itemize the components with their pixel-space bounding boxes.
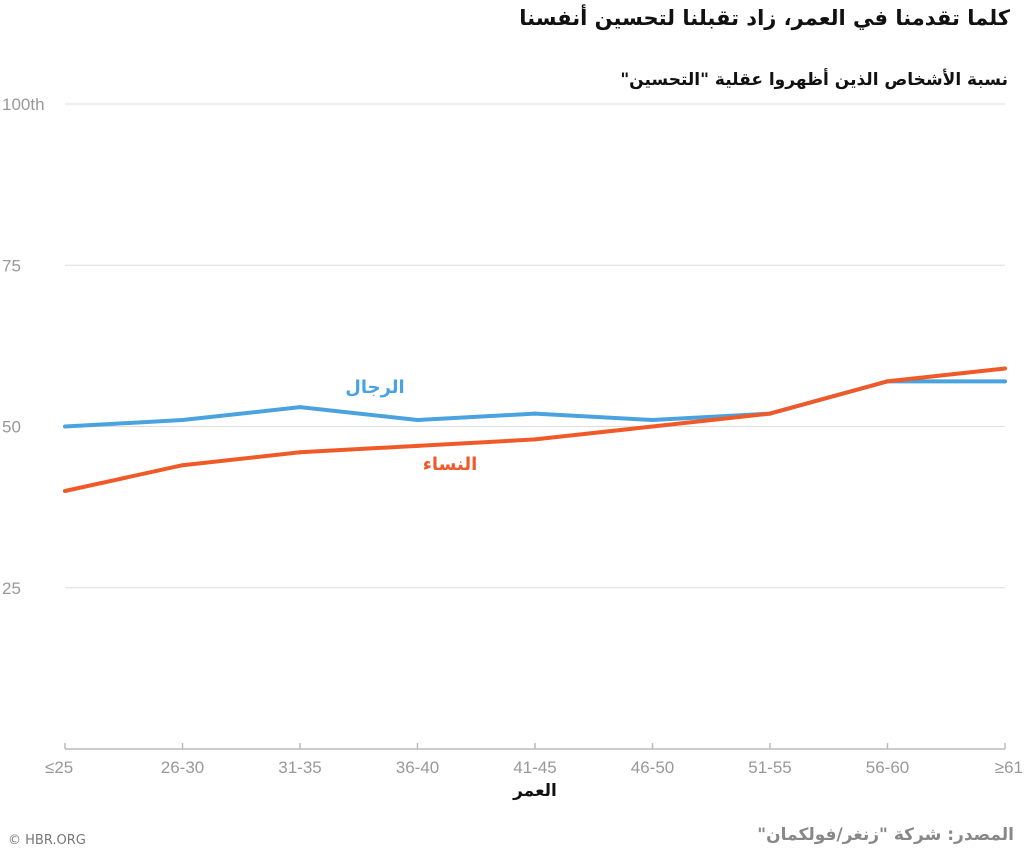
y-tick-label: 50 xyxy=(2,418,21,437)
data-point xyxy=(415,443,420,448)
x-tick-label: 41-45 xyxy=(513,758,556,777)
chart-title: كلما تقدمنا في العمر، زاد تقبلنا لتحسين … xyxy=(519,6,1010,30)
data-point xyxy=(180,463,185,468)
data-point xyxy=(298,405,302,410)
data-point xyxy=(298,450,302,455)
data-point xyxy=(180,418,185,423)
data-point xyxy=(885,379,890,384)
data-point xyxy=(1003,366,1007,371)
data-point xyxy=(415,418,420,423)
data-point xyxy=(650,424,655,429)
data-point xyxy=(768,411,772,416)
y-tick-label: 75 xyxy=(2,256,21,275)
x-tick-label: 31-35 xyxy=(278,758,321,777)
data-point xyxy=(63,489,67,493)
data-point xyxy=(63,424,67,429)
chart-subtitle: نسبة الأشخاص الذين أظهروا عقلية "التحسين… xyxy=(620,70,1008,90)
x-tick-label: 36-40 xyxy=(396,758,439,777)
credit: © HBR.ORG xyxy=(8,833,86,848)
x-tick-label: 51-55 xyxy=(748,758,791,777)
data-point xyxy=(1003,379,1007,384)
data-point xyxy=(533,437,537,442)
y-tick-label: 100th xyxy=(2,95,45,114)
source-note: المصدر: شركة "زنغر/فولكمان" xyxy=(757,825,1014,845)
x-tick-label: ≥61 xyxy=(995,758,1023,777)
data-point xyxy=(533,411,537,416)
y-tick-label: 25 xyxy=(2,579,21,598)
x-tick-label: ≤25 xyxy=(45,758,73,777)
x-axis-label: العمر xyxy=(512,781,557,801)
series-label-men: الرجال xyxy=(345,377,404,398)
series-line-women xyxy=(64,366,1006,493)
x-tick-label: 26-30 xyxy=(161,758,204,777)
x-tick-label: 56-60 xyxy=(866,758,909,777)
series-label-women: النساء xyxy=(423,454,478,475)
data-point xyxy=(650,418,655,423)
x-tick-label: 46-50 xyxy=(631,758,674,777)
